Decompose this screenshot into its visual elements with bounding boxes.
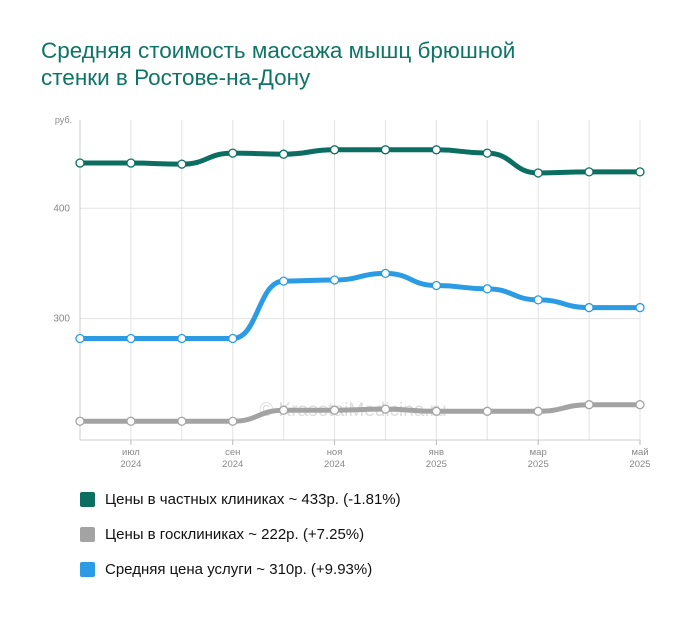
data-point xyxy=(380,145,391,155)
data-point xyxy=(75,333,85,344)
data-point xyxy=(380,404,391,414)
x-tick-label-month: июл xyxy=(122,447,140,458)
x-tick-label-year: 2025 xyxy=(629,459,650,470)
legend-swatch-private xyxy=(80,491,95,507)
legend-label-public: Цены в госклиниках ~ 222р. (+7.25%) xyxy=(105,525,365,543)
data-point xyxy=(278,149,289,159)
legend-label-average: Средняя цена услуги ~ 310р. (+9.93%) xyxy=(105,560,373,578)
data-point xyxy=(177,333,187,344)
chart-title-line-1: Средняя стоимость массажа мышц брюшной xyxy=(41,38,516,63)
legend-item-private[interactable]: Цены в частных клиниках ~ 433р. (-1.81%) xyxy=(80,488,640,510)
line-chart: 300400руб.июл2024сен2024ноя2024янв2025ма… xyxy=(53,115,650,470)
data-point xyxy=(126,333,136,344)
chart-axes: 300400руб.июл2024сен2024ноя2024янв2025ма… xyxy=(53,115,650,470)
legend-item-average[interactable]: Средняя цена услуги ~ 310р. (+9.93%) xyxy=(80,558,640,580)
data-point xyxy=(177,159,187,169)
chart-title: Средняя стоимость массажа мышц брюшной с… xyxy=(41,37,641,91)
legend-item-public[interactable]: Цены в госклиниках ~ 222р. (+7.25%) xyxy=(80,523,640,545)
data-point xyxy=(482,284,492,294)
chart-series xyxy=(75,145,645,426)
x-tick-label-month: сен xyxy=(225,447,240,458)
data-point xyxy=(482,406,492,416)
y-tick-label: 400 xyxy=(53,203,70,214)
x-tick-label-year: 2024 xyxy=(222,459,243,470)
x-tick-label-month: ноя xyxy=(327,447,343,458)
legend-label-private: Цены в частных клиниках ~ 433р. (-1.81%) xyxy=(105,490,401,508)
data-point xyxy=(278,276,289,286)
y-axis-unit-label: руб. xyxy=(55,115,72,125)
data-point xyxy=(228,416,238,426)
series-average xyxy=(75,268,645,344)
data-point xyxy=(177,416,187,426)
series-public xyxy=(75,400,645,426)
data-point xyxy=(431,280,442,291)
x-tick-label-month: май xyxy=(631,447,648,458)
data-point xyxy=(380,268,391,279)
data-point xyxy=(584,400,594,410)
data-point xyxy=(329,145,340,155)
x-tick-label-month: янв xyxy=(429,447,444,458)
data-point xyxy=(75,416,85,426)
data-point xyxy=(228,148,238,158)
x-tick-label-year: 2024 xyxy=(324,459,345,470)
data-point xyxy=(635,167,645,177)
legend-swatch-average xyxy=(80,561,95,577)
x-tick-label-month: мар xyxy=(530,447,547,458)
chart-title-line-2: стенки в Ростове-на-Дону xyxy=(41,65,311,90)
data-point xyxy=(533,295,543,305)
series-line-private xyxy=(77,147,643,176)
y-tick-label: 300 xyxy=(53,314,70,325)
data-point xyxy=(278,405,289,415)
data-point xyxy=(584,167,594,177)
series-line-average xyxy=(77,270,643,341)
data-point xyxy=(431,406,442,416)
data-point xyxy=(584,302,594,313)
chart-grid xyxy=(79,120,641,440)
x-tick-label-year: 2025 xyxy=(528,459,549,470)
data-point xyxy=(75,158,85,168)
data-point xyxy=(533,406,543,416)
legend-swatch-public xyxy=(80,526,95,542)
x-tick-label-year: 2024 xyxy=(120,459,141,470)
data-point xyxy=(126,158,136,168)
data-point xyxy=(329,405,340,415)
data-point xyxy=(431,145,442,155)
data-point xyxy=(635,302,645,313)
data-point xyxy=(329,275,340,285)
series-private xyxy=(75,145,645,178)
data-point xyxy=(482,148,492,158)
data-point xyxy=(126,416,136,426)
data-point xyxy=(228,333,238,344)
data-point xyxy=(533,168,543,178)
series-line-public xyxy=(77,402,643,424)
x-tick-label-year: 2025 xyxy=(426,459,447,470)
data-point xyxy=(635,400,645,410)
